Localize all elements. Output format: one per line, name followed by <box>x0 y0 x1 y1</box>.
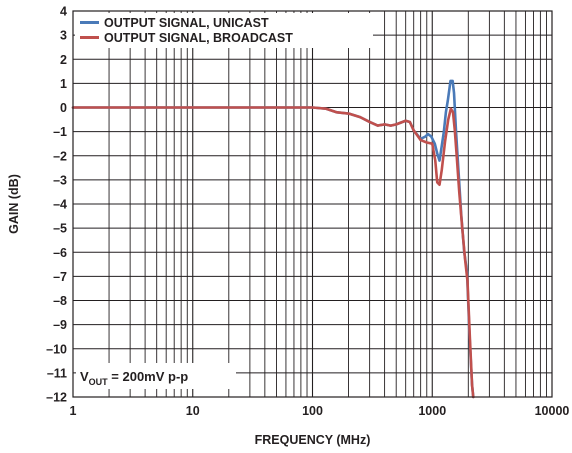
y-tick-label: –9 <box>53 318 67 332</box>
x-tick-label: 1000 <box>418 404 446 418</box>
y-tick-label: –12 <box>46 391 67 405</box>
y-tick-label: –7 <box>53 270 67 284</box>
series-layer <box>71 79 475 399</box>
legend: OUTPUT SIGNAL, UNICAST OUTPUT SIGNAL, BR… <box>75 13 373 48</box>
y-tick-label: 3 <box>60 29 67 43</box>
y-tick-label: –4 <box>53 198 67 212</box>
x-tick-label: 1 <box>70 404 77 418</box>
x-tick-label: 10000 <box>535 404 570 418</box>
y-tick-label: 0 <box>60 101 67 115</box>
x-tick-label: 100 <box>302 404 323 418</box>
annotation-prefix: V <box>80 369 89 384</box>
grid <box>73 11 552 397</box>
annotation-box <box>76 363 236 389</box>
y-axis-title: GAIN (dB) <box>7 174 21 234</box>
y-tick-label: –5 <box>53 222 67 236</box>
legend-label-unicast: OUTPUT SIGNAL, UNICAST <box>104 16 269 30</box>
y-tick-label: –11 <box>47 366 67 380</box>
y-tick-label: –8 <box>53 294 67 308</box>
series-line-broadcast <box>71 106 475 399</box>
x-tick-labels: 1 10 100 1000 10000 <box>70 404 570 418</box>
plot-frame <box>72 10 553 398</box>
y-tick-label: –2 <box>53 149 67 163</box>
x-tick-label: 10 <box>186 404 200 418</box>
vout-annotation: VOUT = 200mV p-p <box>76 363 236 389</box>
y-tick-label: –3 <box>53 173 67 187</box>
y-tick-label: 1 <box>60 77 67 91</box>
legend-label-broadcast: OUTPUT SIGNAL, BROADCAST <box>104 31 293 45</box>
y-tick-label: 2 <box>60 53 67 67</box>
annotation-text: VOUT = 200mV p-p <box>80 369 188 387</box>
y-tick-label: –1 <box>53 125 67 139</box>
legend-box <box>75 13 373 48</box>
y-tick-label: 4 <box>60 5 67 19</box>
y-tick-labels: 4 3 2 1 0 –1 –2 –3 –4 –5 –6 –7 –8 –9 –10 –11 –12 <box>46 5 67 405</box>
y-tick-label: –6 <box>53 246 67 260</box>
y-tick-label: –10 <box>46 342 67 356</box>
x-axis-title: FREQUENCY (MHz) <box>255 433 371 447</box>
annotation-subscript: OUT <box>89 377 109 387</box>
annotation-suffix: = 200mV p-p <box>108 369 189 384</box>
